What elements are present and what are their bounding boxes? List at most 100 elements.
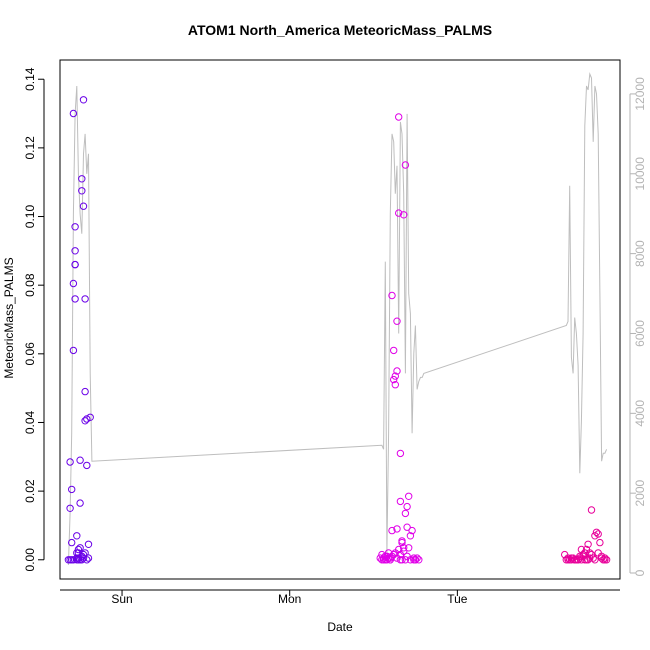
x-tick-label: Tue [447,592,468,606]
data-point [396,449,405,458]
data-point [582,556,591,564]
data-point [401,161,410,169]
data-point [393,367,401,375]
data-point [74,554,83,562]
data-point [586,549,594,557]
data-point [383,552,391,560]
data-point [393,525,401,533]
data-point [398,556,406,564]
data-point [408,526,416,535]
data-point [401,556,410,564]
altitude-line [67,72,608,566]
data-point [71,295,79,303]
data-point [396,550,405,559]
data-point [589,554,597,562]
data-point [81,295,89,303]
data-point [401,509,410,518]
data-point [78,187,86,195]
data-point [594,549,602,557]
y-tick-label: 0.12 [23,136,37,160]
data-point [587,506,596,514]
data-point [410,554,418,562]
y2-tick-label: 10000 [633,157,647,191]
data-point [79,550,88,559]
data-point [73,556,81,564]
x-tick-label: Mon [278,592,301,606]
data-point [66,504,74,512]
data-point [84,554,93,562]
data-point [86,413,94,421]
y-tick-label: 0.02 [23,479,37,503]
data-point [76,499,84,507]
data-point [584,540,592,548]
axes: 0.00 0.02 0.04 0.06 0.08 0.10 0.12 0.14 0 2000 400… [23,67,647,606]
data-point [398,538,406,547]
data-point [390,346,398,355]
plot-frame [59,59,621,580]
data-point [69,346,78,355]
data-point [579,550,587,559]
data-point [376,554,384,562]
y2-tick-label: 6000 [633,320,647,347]
data-point [388,526,396,535]
data-point [395,209,403,217]
plot-area [64,72,611,566]
data-point [76,544,84,552]
data-point [596,538,604,547]
data-point [393,317,401,325]
data-point [378,550,386,559]
data-point [400,211,408,219]
y-axis-label: MeteoricMass_PALMS [2,257,16,378]
data-point [84,540,93,548]
data-point [403,502,411,511]
data-point [68,485,76,494]
y2-tick-label: 8000 [633,240,647,267]
data-point [390,375,398,384]
y2-tick-label: 0 [633,569,647,576]
y-tick-label: 0.00 [23,548,37,572]
data-point [83,415,91,423]
y-tick-label: 0.04 [23,410,37,434]
data-point [68,538,76,547]
data-point [81,417,89,425]
y-tick-label: 0.14 [23,67,37,91]
data-point [79,202,88,210]
data-point [388,291,396,300]
data-point [406,532,415,540]
y-tick-label: 0.06 [23,342,37,366]
y-tick-label: 0.10 [23,205,37,229]
chart-title: ATOM1 North_America MeteoricMass_PALMS [188,22,492,38]
data-point [395,545,403,554]
data-point [587,550,596,559]
data-point [395,113,403,121]
data-point [581,549,589,557]
x-tick-label: Sun [111,592,132,606]
data-point [81,387,89,396]
data-point [400,544,408,552]
data-point [73,532,81,540]
data-point [405,544,413,552]
data-point [69,279,78,288]
data-point [83,461,91,470]
data-point [391,381,399,389]
y2-tick-label: 12000 [633,77,647,111]
data-point [592,528,601,536]
data-point [403,552,411,560]
data-point [391,372,399,380]
data-point [83,556,91,564]
data-point [74,545,83,554]
data-point [79,96,88,104]
data-point [601,556,609,564]
data-point [66,458,74,466]
data-point [71,247,79,255]
data-point [71,223,79,231]
data-point [69,109,78,118]
data-point [415,556,423,564]
data-point [413,554,421,562]
data-point [384,554,393,562]
data-point [591,532,599,540]
data-point [78,175,86,183]
data-point [396,497,405,506]
data-point [403,523,411,531]
